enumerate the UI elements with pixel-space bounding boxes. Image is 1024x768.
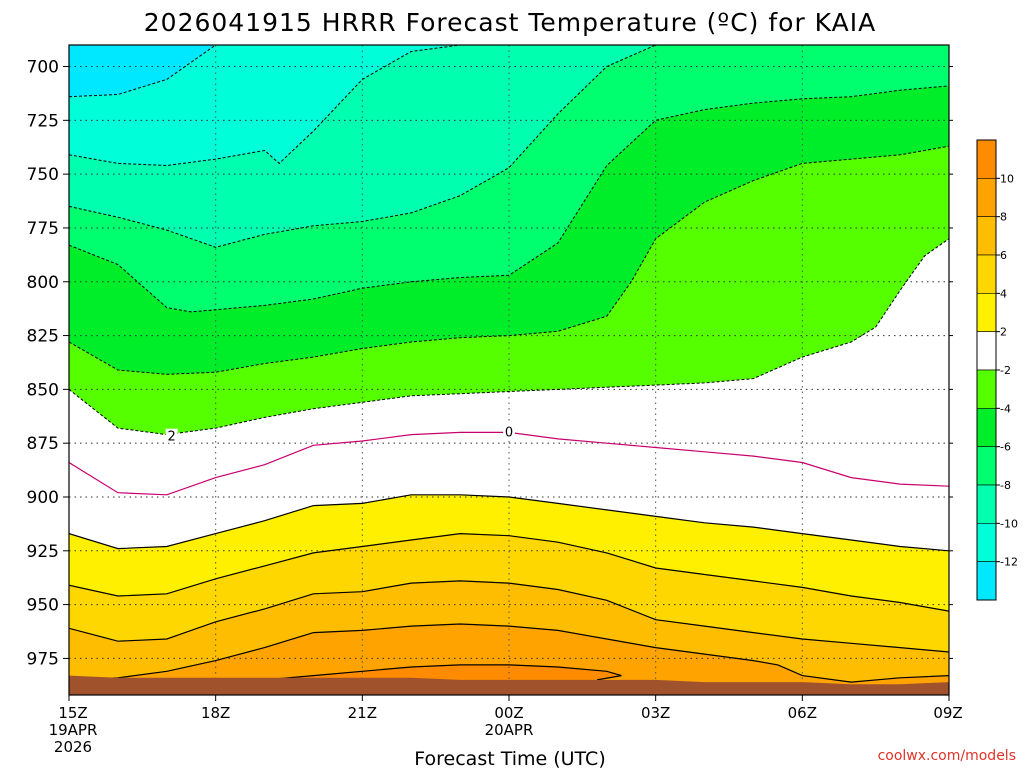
y-tick-label: 900	[27, 488, 59, 508]
contour-label: 2	[168, 430, 176, 445]
y-tick-label: 825	[27, 327, 59, 347]
chart-title: 2026041915 HRRR Forecast Temperature (ºC…	[144, 8, 876, 37]
colorbar-bin	[976, 254, 997, 294]
contour-label-bg	[165, 428, 178, 443]
y-tick-label: 800	[27, 273, 59, 293]
x-axis-label: Forecast Time (UTC)	[414, 748, 605, 768]
x-tick-label: 2026	[54, 738, 92, 756]
isotherm-6	[69, 580, 949, 653]
fill-band-minus14	[69, 45, 216, 97]
colorbar-bin	[976, 523, 997, 562]
isotherm-minus10	[69, 45, 461, 167]
contour-label-bg	[503, 424, 515, 439]
colorbar-bin	[976, 408, 997, 447]
y-tick-label: 775	[27, 219, 59, 239]
isotherm-2	[69, 494, 949, 552]
x-tick-label: 19APR	[49, 721, 98, 739]
y-tick-label: 700	[27, 58, 59, 78]
colorbar-label: 10	[1000, 172, 1014, 185]
y-tick-label: 850	[27, 380, 59, 400]
colorbar-bin	[976, 484, 997, 524]
contour-label: 0	[505, 425, 513, 440]
colorbar-bin	[976, 178, 997, 217]
x-tick-label: 06Z	[788, 704, 817, 722]
colorbar-bin	[976, 293, 997, 332]
x-tick-label: 09Z	[933, 704, 962, 722]
colorbar-label: -2	[1000, 364, 1011, 377]
colorbar-label: -8	[1000, 479, 1011, 492]
credit-text: coolwx.com/models	[878, 748, 1016, 764]
colorbar-bin	[976, 216, 997, 256]
colorbar-label: -4	[1000, 402, 1011, 415]
y-tick-label: 950	[27, 596, 59, 616]
y-axis-ticks: 700 725 750 775 800 825 850 875 900 925 950 975	[27, 58, 953, 669]
isotherm-10	[264, 664, 622, 681]
x-tick-label: 21Z	[348, 704, 377, 722]
colorbar-label: 2	[1000, 326, 1007, 339]
x-tick-label: 00Z	[494, 704, 523, 722]
isotherm-4	[69, 532, 949, 612]
colorbar-label: 6	[1000, 249, 1007, 262]
colorbar-bin	[976, 369, 997, 409]
colorbar-bin	[976, 446, 997, 486]
ground-surface	[69, 675, 949, 695]
colorbar-bin	[976, 561, 997, 601]
colorbar-bin	[976, 139, 997, 179]
y-tick-label: 925	[27, 542, 59, 562]
y-tick-label: 750	[27, 165, 59, 185]
isotherm-minus12	[69, 45, 216, 98]
colorbar-label: -6	[1000, 441, 1011, 454]
isotherm-minus8	[69, 45, 656, 248]
isotherm-minus2	[69, 238, 949, 436]
colorbar-label: 8	[1000, 211, 1007, 224]
y-tick-label: 875	[27, 434, 59, 454]
colorbar-label: 4	[1000, 287, 1007, 300]
x-tick-label: 18Z	[201, 704, 230, 722]
y-tick-label: 975	[27, 649, 59, 669]
colorbar-label: -12	[1000, 556, 1018, 569]
colorbar: 10 8 6 4 2 -2 -4 -6 -8 -10 -12	[976, 139, 1018, 601]
colorbar-bin	[976, 331, 997, 371]
x-tick-label: 20APR	[485, 721, 534, 739]
isotherm-minus4	[69, 145, 949, 375]
x-tick-label: 15Z	[58, 704, 87, 722]
isotherm-minus6	[69, 85, 949, 313]
y-tick-label: 725	[27, 111, 59, 131]
isotherm-contours	[69, 45, 949, 683]
x-tick-label: 03Z	[641, 704, 670, 722]
isotherm-8	[69, 623, 949, 683]
colorbar-label: -10	[1000, 517, 1018, 530]
fill-band-10	[264, 664, 622, 680]
